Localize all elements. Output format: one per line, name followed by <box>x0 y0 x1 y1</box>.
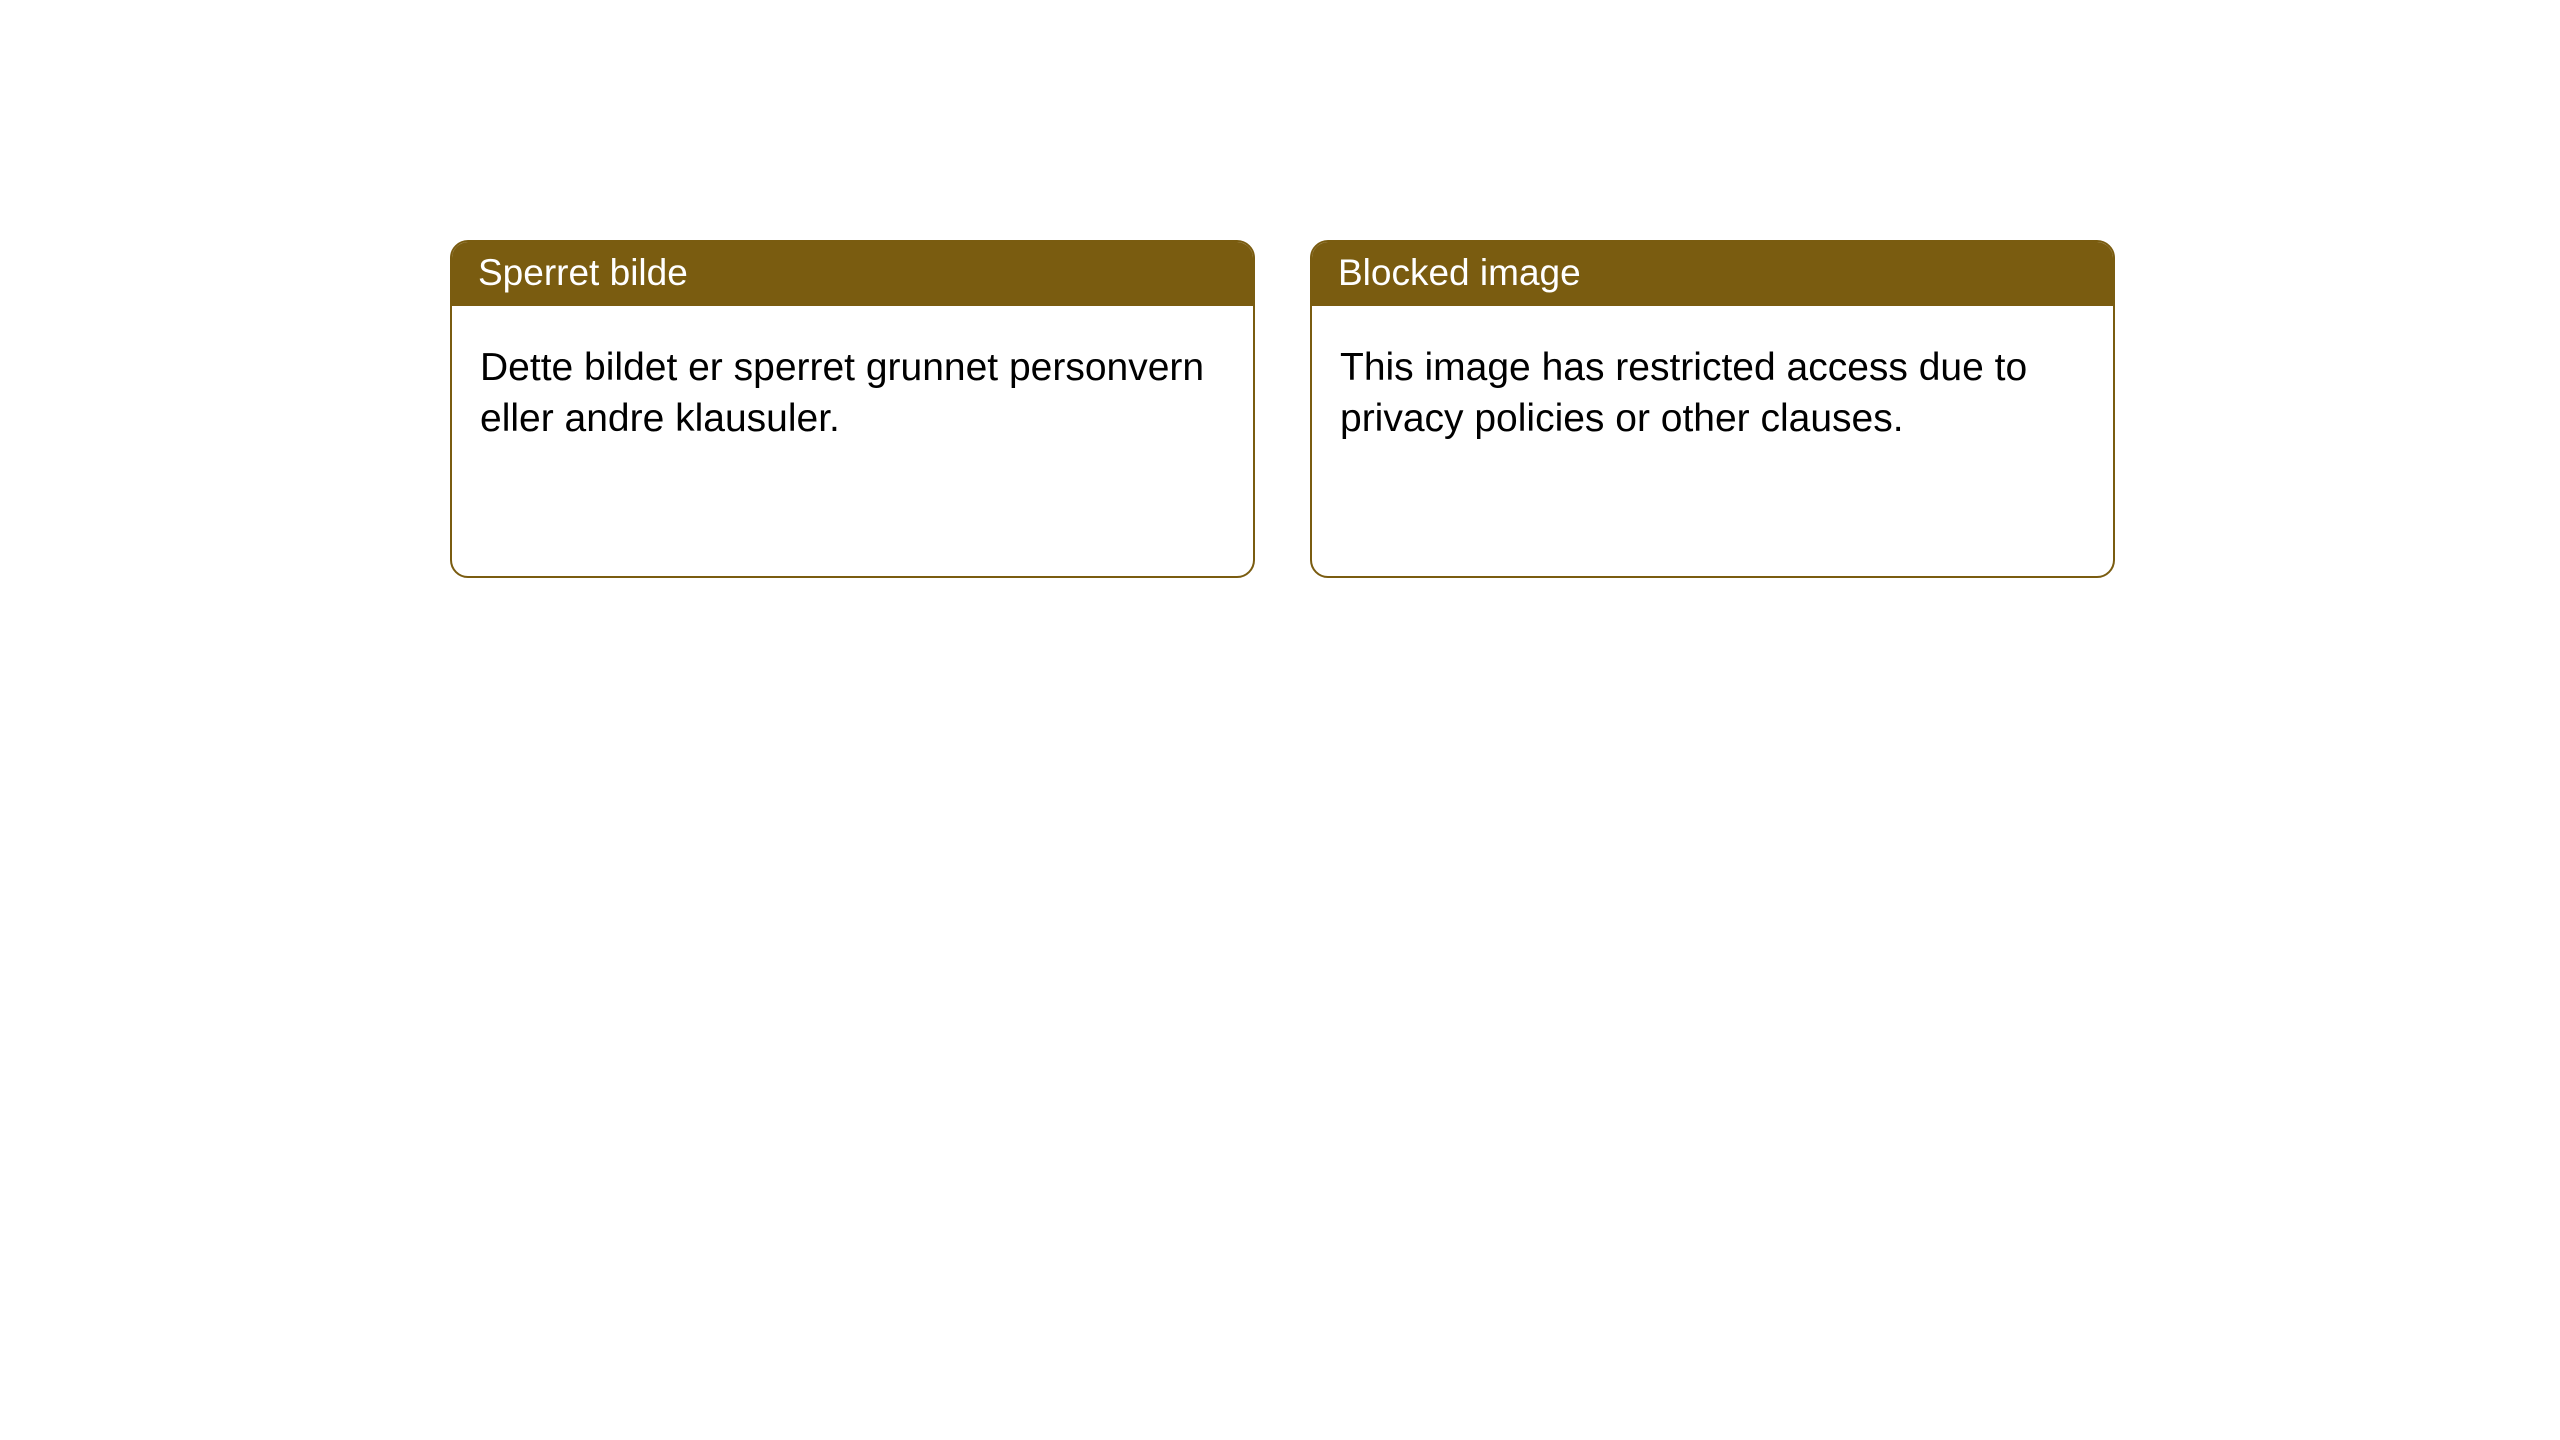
card-title-no: Sperret bilde <box>478 252 688 293</box>
card-title-en: Blocked image <box>1338 252 1581 293</box>
card-body-text-en: This image has restricted access due to … <box>1340 346 2027 440</box>
card-body-text-no: Dette bildet er sperret grunnet personve… <box>480 346 1204 440</box>
blocked-image-card-en: Blocked image This image has restricted … <box>1310 240 2115 578</box>
card-body-no: Dette bildet er sperret grunnet personve… <box>452 306 1253 465</box>
card-header-en: Blocked image <box>1312 242 2113 306</box>
notice-container: Sperret bilde Dette bildet er sperret gr… <box>0 0 2560 578</box>
blocked-image-card-no: Sperret bilde Dette bildet er sperret gr… <box>450 240 1255 578</box>
card-header-no: Sperret bilde <box>452 242 1253 306</box>
card-body-en: This image has restricted access due to … <box>1312 306 2113 465</box>
